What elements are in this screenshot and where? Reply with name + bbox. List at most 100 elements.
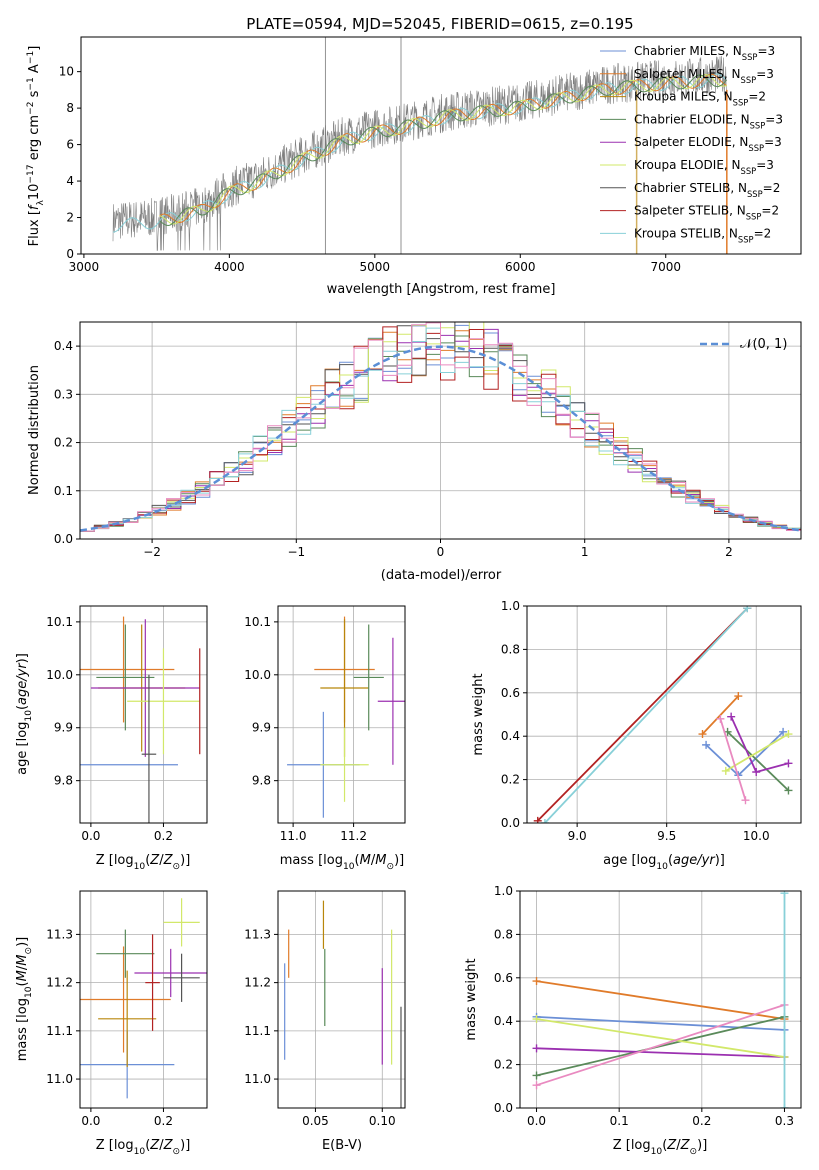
panel-mass_vs_ebv: 0.05 0.10 11.0 11.1 11.2 11.3 E(B-V): [244, 890, 406, 1153]
weight-marker: [532, 977, 541, 986]
plot-area: [532, 891, 789, 1108]
y-tick-label: 0: [66, 247, 74, 261]
weight-marker: [784, 786, 793, 795]
y-tick-label: 10.0: [244, 668, 271, 682]
y-tick-label: 0.2: [494, 1058, 513, 1072]
x-tick-label: 11.2: [340, 829, 367, 843]
x-tick-label: 0.0: [527, 1114, 546, 1128]
y-tick-label: 9.9: [54, 721, 73, 735]
weight-line: [536, 1004, 785, 1087]
y-axis-label: age [log10(age/yr)]: [15, 653, 34, 775]
y-axis-label: mass weight: [464, 958, 479, 1040]
axes-frame: [526, 605, 802, 824]
x-axis-label: wavelength [Angstrom, rest frame]: [327, 282, 556, 297]
legend-entry: 𝒩(0, 1): [740, 337, 787, 352]
x-tick-label: 4000: [214, 260, 245, 274]
y-tick-label: 11.1: [244, 1024, 271, 1038]
weight-marker: [784, 730, 793, 739]
y-tick-label: 11.2: [46, 976, 73, 990]
y-tick-label: 0.4: [494, 1014, 513, 1028]
x-tick-label: 9.0: [568, 829, 587, 843]
y-tick-label: 0.8: [494, 927, 513, 941]
y-tick-label: 9.9: [252, 721, 271, 735]
normal-curve: [80, 345, 801, 532]
x-axis-label: Z [log10(Z/Z⊙)]: [96, 1138, 191, 1157]
panel-weight_vs_age: 9.0 9.5 10.0 0.0 0.2 0.4 0.6 0.8 1.0 age [log10(a…: [471, 599, 802, 872]
weight-line: [544, 607, 748, 823]
x-axis-label: (data-model)/error: [381, 568, 502, 583]
panel-mass_vs_Z: 0.0 0.2 11.0 11.1 11.2 11.3 Z [log10(Z/Z⊙)] mas…: [15, 890, 208, 1157]
x-tick-label: 3000: [69, 260, 100, 274]
x-axis-label: age [log10(age/yr)]: [603, 853, 725, 872]
y-axis-label: mass weight: [471, 673, 486, 755]
y-tick-label: 0.2: [501, 773, 520, 787]
x-tick-label: 0.0: [81, 829, 100, 843]
x-tick-label: 0.2: [692, 1114, 711, 1128]
plot-area: [80, 898, 207, 1099]
x-tick-label: 0: [437, 545, 445, 559]
legend-entry: Chabrier ELODIE, NSSP=3: [634, 112, 783, 130]
legend-entry: Salpeter ELODIE, NSSP=3: [634, 135, 782, 153]
axes-frame: [519, 890, 802, 1109]
weight-marker: [784, 759, 793, 768]
axes-frame: [277, 890, 406, 1109]
weight-marker: [716, 714, 725, 723]
plot-area: [80, 322, 801, 532]
axes-frame: [277, 605, 406, 824]
y-axis-label: Flux [fλ10−17 erg cm−2 s−1 A−1]: [26, 46, 46, 247]
weight-line: [536, 1016, 785, 1031]
weight-marker: [734, 692, 743, 701]
weight-marker: [741, 796, 750, 805]
y-tick-label: 0.8: [501, 642, 520, 656]
panel-spectrum: 3000 4000 5000 6000 7000 0 2 4 6 8 10 Chabrier MILE…: [26, 36, 802, 297]
weight-marker: [752, 768, 761, 777]
y-tick-label: 9.8: [54, 774, 73, 788]
axes-frame: [79, 890, 208, 1109]
weight-marker: [532, 1071, 541, 1080]
weight-marker: [532, 1081, 541, 1090]
spectrum-model-line: [112, 73, 727, 233]
plot-area: [112, 37, 728, 254]
y-tick-label: 0.0: [501, 816, 520, 830]
y-tick-label: 2: [66, 211, 74, 225]
weight-marker: [702, 740, 711, 749]
legend-entry: Kroupa ELODIE, NSSP=3: [634, 158, 774, 176]
y-tick-label: 11.0: [244, 1072, 271, 1086]
panel-age_vs_Z: 0.0 0.2 9.8 9.9 10.0 10.1 Z [log10(Z/Z⊙)] age […: [15, 605, 208, 872]
x-tick-label: 0.0: [81, 1114, 100, 1128]
x-tick-label: −1: [287, 545, 305, 559]
y-tick-label: 0.6: [501, 686, 520, 700]
weight-line: [536, 1047, 785, 1058]
weight-line: [725, 733, 789, 772]
y-tick-label: 0.0: [494, 1101, 513, 1115]
x-tick-label: 11.0: [280, 829, 307, 843]
weight-line: [537, 607, 748, 822]
y-tick-label: 11.2: [244, 976, 271, 990]
y-tick-label: 10: [59, 65, 74, 79]
y-tick-label: 0.0: [54, 532, 73, 546]
y-tick-label: 9.8: [252, 774, 271, 788]
y-axis-label: mass [log10(M/M⊙)]: [15, 937, 34, 1061]
y-tick-label: 0.4: [54, 339, 73, 353]
figure-title: PLATE=0594, MJD=52045, FIBERID=0615, z=0…: [246, 15, 633, 33]
x-tick-label: 5000: [360, 260, 391, 274]
weight-line: [536, 1018, 785, 1058]
weight-marker: [540, 819, 549, 823]
y-tick-label: 11.1: [46, 1024, 73, 1038]
weight-marker: [721, 766, 730, 775]
y-tick-label: 0.4: [501, 729, 520, 743]
y-tick-label: 1.0: [494, 884, 513, 898]
spectrum-model-line: [159, 74, 728, 225]
weight-marker: [780, 891, 789, 898]
y-tick-label: 8: [66, 101, 74, 115]
legend-entry: Kroupa STELIB, NSSP=2: [634, 226, 771, 244]
weight-marker: [727, 712, 736, 721]
spectrum-model-line: [159, 74, 728, 227]
x-tick-label: 10.0: [743, 829, 770, 843]
panel-residuals: −2 −1 0 1 2 0.0 0.1 0.2 0.3 0.4 𝒩(0, 1) (data-model…: [27, 321, 802, 583]
weight-line: [726, 731, 790, 792]
y-tick-label: 4: [66, 174, 74, 188]
x-tick-label: −2: [143, 545, 161, 559]
x-tick-label: 9.5: [657, 829, 676, 843]
